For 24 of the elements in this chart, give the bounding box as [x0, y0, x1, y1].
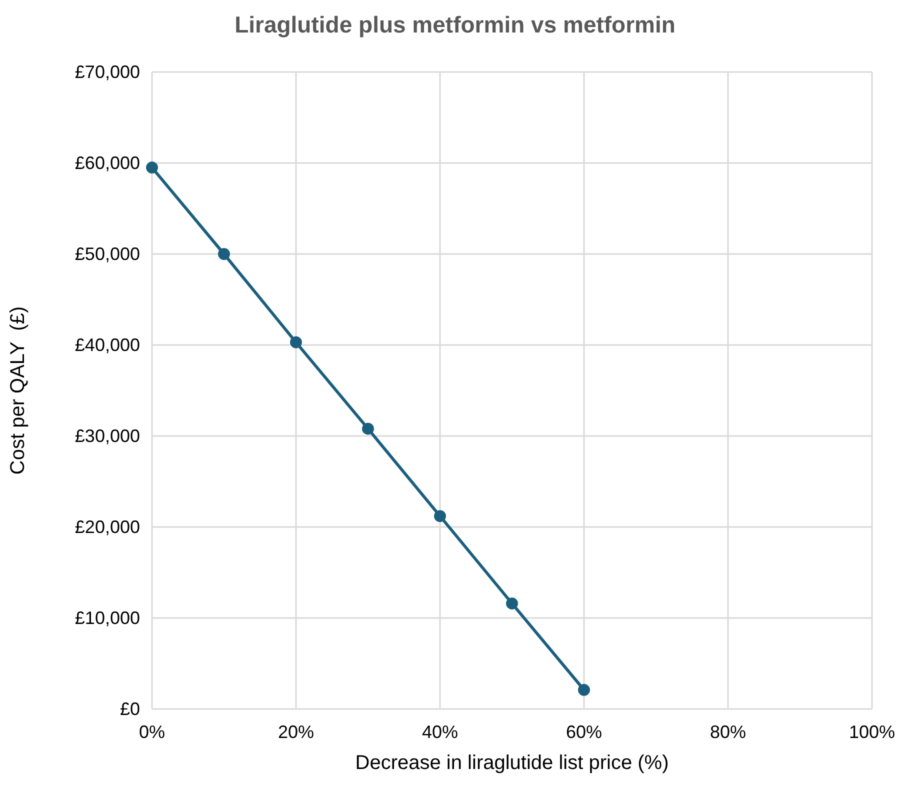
point [218, 248, 230, 260]
point [506, 597, 518, 610]
point [290, 336, 302, 348]
x-axis-title: Decrease in liraglutide list price (%) [355, 752, 669, 774]
x-tick-label: 60% [566, 722, 602, 742]
x-tick-label: 40% [422, 722, 458, 742]
point [578, 684, 590, 696]
point [434, 510, 446, 522]
x-tick-label: 20% [278, 722, 314, 742]
y-tick-label: £10,000 [74, 608, 140, 628]
chart-title: Liraglutide plus metformin vs metformin [234, 12, 676, 38]
x-tick-label: 100% [848, 722, 896, 742]
y-tick-label: £50,000 [74, 244, 140, 264]
point [146, 162, 158, 174]
x-tick-label: 0% [138, 722, 166, 742]
y-tick-label: £30,000 [74, 426, 140, 446]
point [362, 422, 374, 435]
y-tick-label: £20,000 [74, 517, 140, 537]
y-axis-title: Cost per QALY (£) [7, 306, 29, 475]
y-tick-label: £60,000 [74, 153, 140, 173]
y-tick-label: £0 [120, 699, 140, 719]
x-tick-label: 80% [710, 722, 746, 742]
y-tick-label: £40,000 [74, 335, 140, 355]
y-tick-label: £70,000 [74, 62, 140, 82]
